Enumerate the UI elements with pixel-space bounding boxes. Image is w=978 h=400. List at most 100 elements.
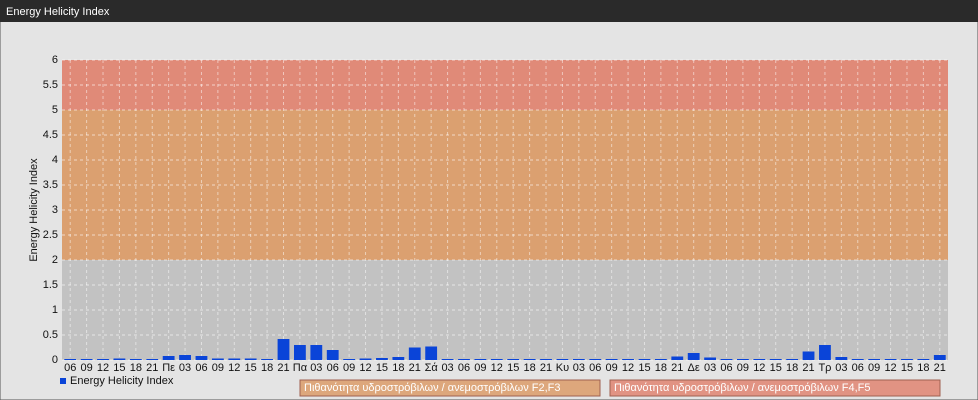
- x-tick-label: 12: [753, 362, 765, 374]
- y-tick-label: 1.5: [43, 279, 58, 291]
- x-tick-label: 21: [802, 362, 814, 374]
- x-tick-label: 06: [458, 362, 470, 374]
- x-tick-label: 12: [884, 362, 896, 374]
- x-tick-label: Πε: [162, 362, 175, 374]
- x-tick-label: 21: [934, 362, 946, 374]
- bar: [392, 357, 405, 360]
- bar: [425, 346, 438, 360]
- bar: [589, 359, 602, 360]
- bar: [294, 345, 306, 360]
- legend-swatch: [60, 378, 66, 384]
- x-tick-label: 03: [310, 362, 322, 374]
- x-tick-label: 09: [212, 362, 224, 374]
- x-tick-label: 15: [113, 362, 125, 374]
- y-tick-label: 4: [52, 154, 58, 166]
- x-tick-label: 12: [228, 362, 240, 374]
- chart-title: Energy Helicity Index: [6, 6, 110, 18]
- x-tick-label: 09: [474, 362, 486, 374]
- x-tick-label: 09: [868, 362, 880, 374]
- bar: [129, 359, 142, 360]
- bar: [64, 359, 77, 360]
- x-tick-label: 06: [852, 362, 864, 374]
- bar: [359, 358, 372, 360]
- bar: [261, 359, 273, 360]
- x-tick-label: 12: [97, 362, 109, 374]
- bar: [819, 345, 831, 360]
- bar: [113, 358, 126, 360]
- x-tick-label: 21: [146, 362, 158, 374]
- y-tick-label: 5: [52, 104, 58, 116]
- x-tick-label: Σά: [425, 362, 439, 374]
- bar: [605, 359, 618, 360]
- bar: [704, 357, 716, 360]
- x-tick-label: 18: [130, 362, 142, 374]
- x-tick-label: 06: [327, 362, 339, 374]
- y-tick-label: 6: [52, 54, 58, 66]
- bar: [97, 359, 109, 360]
- x-tick-label: 18: [655, 362, 667, 374]
- x-tick-label: 12: [491, 362, 503, 374]
- bar: [802, 351, 815, 360]
- x-tick-label: 06: [195, 362, 207, 374]
- legend-band: [609, 379, 941, 397]
- bar: [638, 359, 651, 360]
- x-tick-label: Κυ: [556, 362, 569, 374]
- bar: [195, 356, 208, 360]
- bar: [884, 359, 897, 360]
- x-tick-label: 03: [573, 362, 585, 374]
- bar: [490, 359, 503, 360]
- bar: [228, 358, 241, 360]
- bar: [556, 359, 569, 360]
- x-tick-label: 09: [606, 362, 618, 374]
- y-tick-label: 0: [52, 354, 58, 366]
- bar: [310, 345, 323, 360]
- bar: [277, 339, 290, 360]
- bar: [376, 358, 388, 360]
- x-tick-label: 06: [720, 362, 732, 374]
- y-tick-label: 2: [52, 254, 58, 266]
- y-axis-label: Energy Helicity Index: [28, 158, 40, 262]
- x-tick-label: 03: [441, 362, 453, 374]
- bar: [458, 359, 470, 360]
- x-tick-label: 21: [671, 362, 683, 374]
- bar: [211, 358, 224, 360]
- bar: [146, 359, 159, 360]
- bar: [769, 359, 782, 360]
- bar: [523, 359, 536, 360]
- x-tick-label: 15: [507, 362, 519, 374]
- x-tick-label: 15: [376, 362, 388, 374]
- x-tick-label: 09: [343, 362, 355, 374]
- bar: [753, 359, 766, 360]
- x-tick-label: 12: [359, 362, 371, 374]
- bar: [572, 359, 585, 360]
- y-tick-label: 0.5: [43, 329, 58, 341]
- bar: [933, 355, 946, 360]
- x-tick-label: 18: [523, 362, 535, 374]
- bar: [441, 359, 454, 360]
- x-tick-label: Τρ: [818, 362, 831, 374]
- x-tick-label: 03: [835, 362, 847, 374]
- bar: [474, 359, 487, 360]
- x-tick-label: 03: [179, 362, 191, 374]
- x-tick-label: 18: [917, 362, 929, 374]
- x-tick-label: Δε: [688, 362, 700, 374]
- bar: [244, 358, 257, 360]
- y-tick-label: 3: [52, 204, 58, 216]
- x-tick-label: 15: [770, 362, 782, 374]
- x-tick-label: 15: [245, 362, 257, 374]
- x-tick-label: 15: [901, 362, 913, 374]
- bar: [720, 359, 733, 360]
- title-bar: [0, 0, 978, 22]
- x-tick-label: Πα: [293, 362, 308, 374]
- bar: [687, 353, 700, 360]
- legend-band-label: Πιθανότητα υδροστρόβιλων / ανεμοστρόβιλω…: [614, 382, 871, 394]
- bar: [654, 359, 667, 360]
- bar: [343, 359, 356, 360]
- bar: [80, 359, 93, 360]
- legend-band: [299, 379, 601, 397]
- bar: [786, 359, 799, 360]
- x-tick-label: 15: [638, 362, 650, 374]
- x-tick-label: 18: [261, 362, 273, 374]
- bar: [540, 359, 552, 360]
